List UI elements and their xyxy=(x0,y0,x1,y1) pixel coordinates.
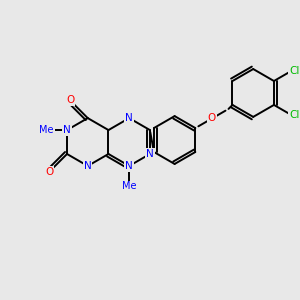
Text: Cl: Cl xyxy=(289,66,300,76)
Text: N: N xyxy=(125,113,133,123)
Text: O: O xyxy=(66,95,74,106)
Text: Me: Me xyxy=(122,181,136,191)
Text: O: O xyxy=(208,113,216,124)
Text: N: N xyxy=(146,149,154,159)
Text: Me: Me xyxy=(39,125,54,135)
Text: N: N xyxy=(63,125,71,135)
Text: Cl: Cl xyxy=(289,110,300,119)
Text: N: N xyxy=(84,161,92,171)
Text: N: N xyxy=(125,161,133,171)
Text: O: O xyxy=(45,167,53,177)
